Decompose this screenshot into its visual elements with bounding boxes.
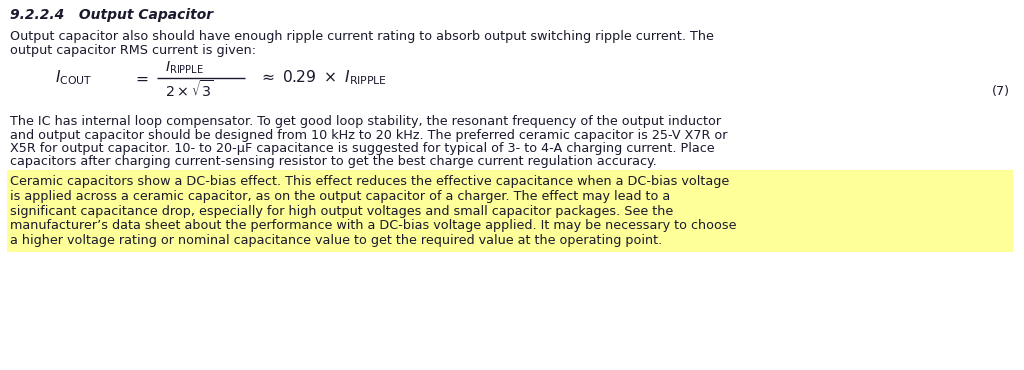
Text: (7): (7) (992, 85, 1010, 98)
Text: The IC has internal loop compensator. To get good loop stability, the resonant f: The IC has internal loop compensator. To… (10, 115, 721, 128)
Text: X5R for output capacitor. 10- to 20-μF capacitance is suggested for typical of 3: X5R for output capacitor. 10- to 20-μF c… (10, 142, 715, 155)
Text: output capacitor RMS current is given:: output capacitor RMS current is given: (10, 44, 256, 57)
Text: Output capacitor also should have enough ripple current rating to absorb output : Output capacitor also should have enough… (10, 30, 714, 43)
Text: Ceramic capacitors show a DC-bias effect. This effect reduces the effective capa: Ceramic capacitors show a DC-bias effect… (10, 175, 729, 188)
Text: $\mathit{I}_{\mathsf{RIPPLE}}$: $\mathit{I}_{\mathsf{RIPPLE}}$ (165, 60, 204, 76)
Text: $\mathit{I}_{\mathsf{COUT}}$: $\mathit{I}_{\mathsf{COUT}}$ (55, 69, 92, 87)
Text: $2 \times \sqrt{3}$: $2 \times \sqrt{3}$ (165, 80, 214, 101)
Text: 9.2.2.4   Output Capacitor: 9.2.2.4 Output Capacitor (10, 8, 213, 22)
Bar (7, 170, 1013, 252)
Text: $=$: $=$ (132, 71, 148, 85)
Text: significant capacitance drop, especially for high output voltages and small capa: significant capacitance drop, especially… (10, 205, 673, 218)
Text: a higher voltage rating or nominal capacitance value to get the required value a: a higher voltage rating or nominal capac… (10, 234, 663, 247)
Text: capacitors after charging current-sensing resistor to get the best charge curren: capacitors after charging current-sensin… (10, 155, 656, 168)
Text: manufacturer’s data sheet about the performance with a DC-bias voltage applied. : manufacturer’s data sheet about the perf… (10, 219, 736, 232)
Text: $\approx\ 0.29\ \times\ \mathit{I}_{\mathsf{RIPPLE}}$: $\approx\ 0.29\ \times\ \mathit{I}_{\mat… (258, 69, 387, 87)
Text: is applied across a ceramic capacitor, as on the output capacitor of a charger. : is applied across a ceramic capacitor, a… (10, 190, 671, 203)
Text: and output capacitor should be designed from 10 kHz to 20 kHz. The preferred cer: and output capacitor should be designed … (10, 128, 727, 141)
